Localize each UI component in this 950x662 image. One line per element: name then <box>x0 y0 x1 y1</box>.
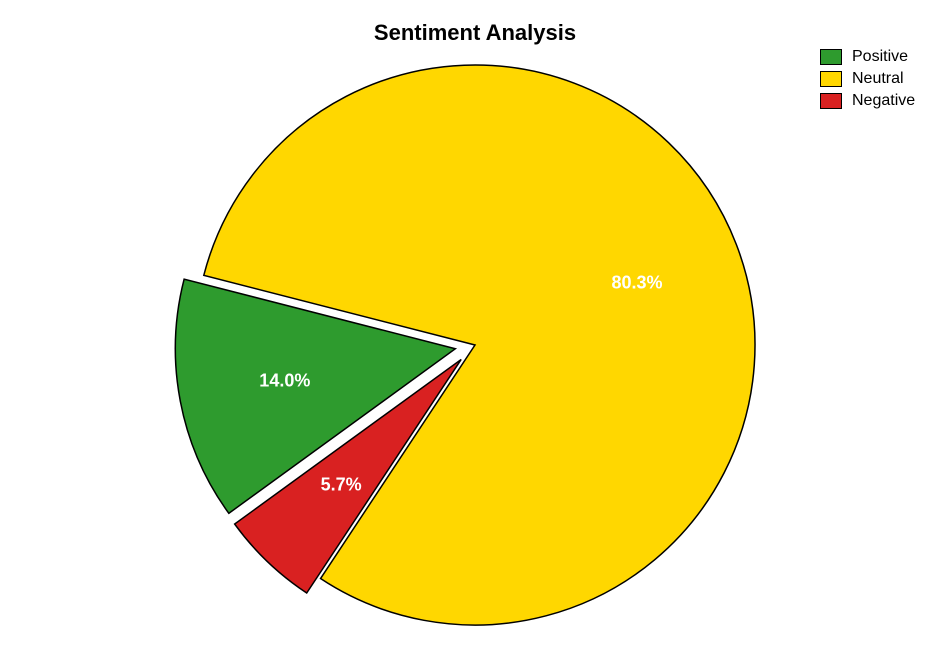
legend-label: Positive <box>852 48 908 66</box>
slice-label-neutral: 80.3% <box>611 272 662 293</box>
legend-item-positive: Positive <box>820 48 915 66</box>
slice-label-positive: 14.0% <box>259 371 310 392</box>
legend-swatch <box>820 49 842 65</box>
legend-item-negative: Negative <box>820 92 915 110</box>
sentiment-pie-chart: Sentiment Analysis Positive Neutral Nega… <box>0 0 950 662</box>
slice-label-negative: 5.7% <box>321 474 362 495</box>
legend: Positive Neutral Negative <box>820 48 915 114</box>
pie-svg <box>0 0 950 662</box>
legend-item-neutral: Neutral <box>820 70 915 88</box>
legend-swatch <box>820 93 842 109</box>
legend-swatch <box>820 71 842 87</box>
legend-label: Neutral <box>852 70 904 88</box>
legend-label: Negative <box>852 92 915 110</box>
